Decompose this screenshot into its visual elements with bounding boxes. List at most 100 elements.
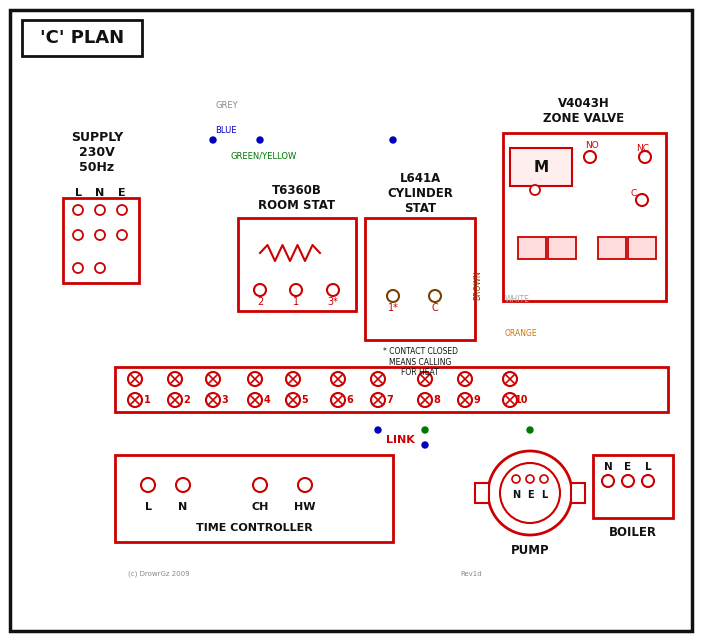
Text: 3: 3: [222, 395, 228, 405]
Circle shape: [286, 372, 300, 386]
Bar: [518, 237, 546, 259]
Circle shape: [418, 372, 432, 386]
Circle shape: [503, 372, 517, 386]
Text: 1*: 1*: [388, 303, 399, 313]
Bar: [115, 455, 393, 542]
Circle shape: [73, 230, 83, 240]
Text: LINK: LINK: [385, 435, 414, 445]
Circle shape: [290, 284, 302, 296]
Bar: [238, 218, 356, 311]
Text: 10: 10: [515, 395, 529, 405]
Text: 'C' PLAN: 'C' PLAN: [40, 29, 124, 47]
Circle shape: [429, 290, 441, 302]
Bar: [503, 133, 666, 301]
Circle shape: [327, 284, 339, 296]
Text: ORANGE: ORANGE: [505, 329, 538, 338]
Circle shape: [458, 393, 472, 407]
Text: N: N: [512, 490, 520, 500]
Text: C: C: [631, 188, 637, 197]
Text: WHITE: WHITE: [505, 295, 530, 304]
Circle shape: [636, 194, 648, 206]
Text: 7: 7: [387, 395, 393, 405]
Circle shape: [248, 372, 262, 386]
Circle shape: [73, 263, 83, 273]
Text: 1: 1: [293, 297, 299, 307]
Circle shape: [639, 151, 651, 163]
Circle shape: [540, 475, 548, 483]
Text: L: L: [644, 462, 651, 472]
Circle shape: [128, 393, 142, 407]
Text: 4: 4: [264, 395, 270, 405]
Circle shape: [375, 427, 381, 433]
Circle shape: [254, 284, 266, 296]
Circle shape: [331, 372, 345, 386]
Text: TIME CONTROLLER: TIME CONTROLLER: [196, 523, 312, 533]
Text: L641A
CYLINDER
STAT: L641A CYLINDER STAT: [387, 172, 453, 215]
Circle shape: [371, 372, 385, 386]
Circle shape: [530, 185, 540, 195]
Circle shape: [422, 427, 428, 433]
Circle shape: [512, 475, 520, 483]
Text: L: L: [145, 502, 152, 512]
Bar: [510, 148, 572, 186]
Text: PUMP: PUMP: [510, 544, 549, 558]
Circle shape: [622, 475, 634, 487]
Text: N: N: [95, 188, 105, 198]
Circle shape: [527, 427, 533, 433]
Text: L: L: [74, 188, 81, 198]
Circle shape: [257, 137, 263, 143]
Circle shape: [390, 137, 396, 143]
Text: GREEN/YELLOW: GREEN/YELLOW: [230, 151, 296, 160]
Bar: [365, 218, 475, 340]
Circle shape: [371, 393, 385, 407]
Circle shape: [642, 475, 654, 487]
Text: (c) DrowrGz 2009: (c) DrowrGz 2009: [128, 570, 190, 578]
Circle shape: [73, 205, 83, 215]
Circle shape: [526, 475, 534, 483]
Text: NO: NO: [585, 140, 599, 149]
Circle shape: [95, 263, 105, 273]
Circle shape: [387, 290, 399, 302]
Circle shape: [141, 478, 155, 492]
Bar: [63, 198, 139, 283]
Text: V4043H
ZONE VALVE: V4043H ZONE VALVE: [543, 97, 625, 125]
Text: C: C: [432, 303, 438, 313]
Text: T6360B
ROOM STAT: T6360B ROOM STAT: [258, 184, 336, 212]
Text: E: E: [118, 188, 126, 198]
Text: CH: CH: [251, 502, 269, 512]
Circle shape: [168, 372, 182, 386]
Circle shape: [602, 475, 614, 487]
Bar: [548, 237, 576, 259]
Text: N: N: [604, 462, 612, 472]
Text: 3*: 3*: [328, 297, 338, 307]
Circle shape: [248, 393, 262, 407]
Circle shape: [418, 393, 432, 407]
Text: GREY: GREY: [215, 101, 237, 110]
Circle shape: [95, 230, 105, 240]
Text: BLUE: BLUE: [215, 126, 237, 135]
Circle shape: [286, 393, 300, 407]
Circle shape: [331, 393, 345, 407]
Circle shape: [253, 478, 267, 492]
Text: E: E: [526, 490, 534, 500]
Text: 8: 8: [434, 395, 440, 405]
Circle shape: [128, 372, 142, 386]
Text: * CONTACT CLOSED
MEANS CALLING
FOR HEAT: * CONTACT CLOSED MEANS CALLING FOR HEAT: [383, 347, 458, 377]
Text: E: E: [625, 462, 632, 472]
Circle shape: [117, 205, 127, 215]
Text: BOILER: BOILER: [609, 526, 657, 540]
Bar: [475, 483, 489, 503]
Circle shape: [117, 230, 127, 240]
Bar: [598, 237, 626, 259]
Circle shape: [488, 451, 572, 535]
Circle shape: [206, 372, 220, 386]
Text: 5: 5: [302, 395, 308, 405]
Circle shape: [584, 151, 596, 163]
Text: HW: HW: [294, 502, 316, 512]
Circle shape: [503, 393, 517, 407]
Text: 9: 9: [474, 395, 480, 405]
Bar: [22, 20, 142, 56]
Text: M: M: [534, 160, 548, 174]
Circle shape: [210, 137, 216, 143]
Text: 1: 1: [144, 395, 150, 405]
